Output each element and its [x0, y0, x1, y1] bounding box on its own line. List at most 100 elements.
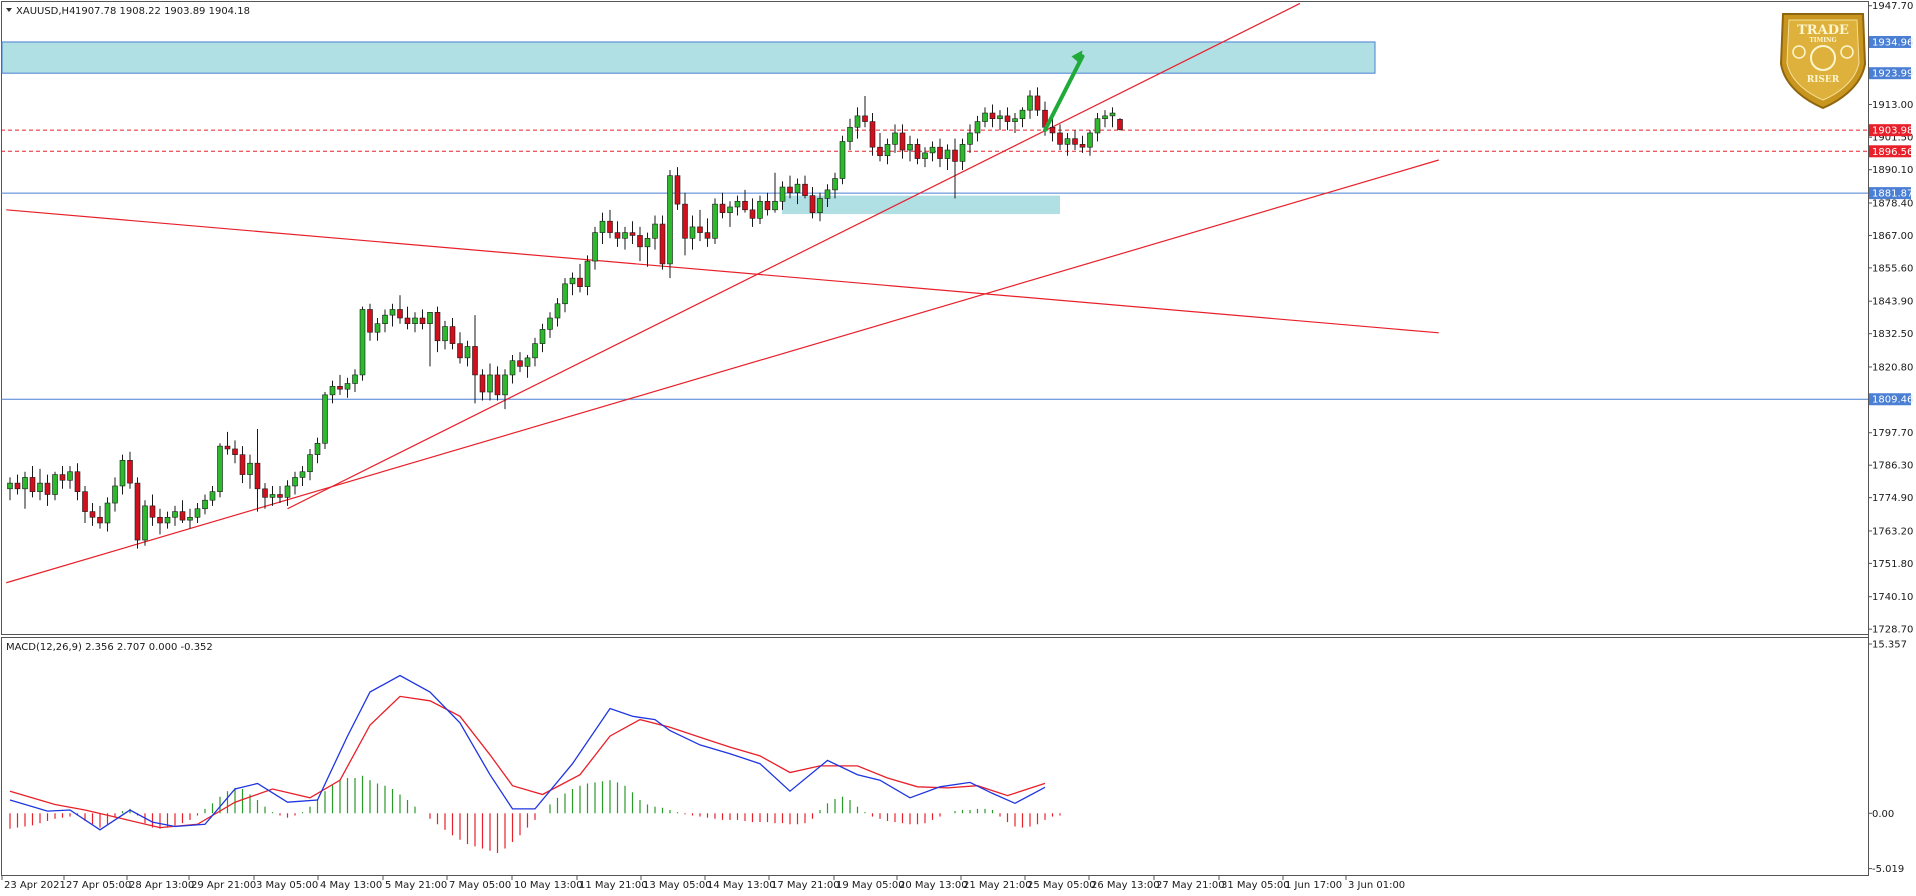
logo-bottom-text: RISER	[1807, 75, 1840, 85]
price-tick-label: 1890.10	[1872, 165, 1913, 176]
candle-bull	[622, 232, 628, 239]
candle-bear	[659, 223, 666, 265]
candle-bear	[157, 516, 163, 524]
candle-bull	[164, 516, 171, 524]
time-tick-label: 21 May 21:00	[963, 880, 1032, 891]
candle-bear	[254, 462, 261, 490]
price-tick-label: 1740.10	[1872, 592, 1913, 603]
candle-bear	[232, 448, 238, 455]
candle-bull	[382, 314, 388, 324]
candle-bull	[37, 482, 43, 492]
candle-bull	[322, 394, 328, 444]
time-tick-label: 27 Apr 05:00	[66, 880, 131, 891]
candle-bear	[397, 309, 403, 319]
candle-bull	[217, 445, 223, 492]
candle-bull	[652, 223, 658, 239]
price-tick-label: 1855.60	[1872, 263, 1913, 274]
level-price-tag: 1896.56	[1872, 147, 1913, 158]
candle-bull	[284, 485, 291, 498]
candle-bear	[517, 360, 523, 367]
candle-bear	[457, 343, 463, 359]
logo-middle-text: TIMING	[1809, 37, 1836, 44]
candle-bear	[277, 494, 283, 498]
candle-bear	[479, 374, 486, 393]
candle-bull	[712, 203, 718, 239]
candle-bear	[1057, 132, 1063, 145]
candle-bull	[194, 508, 201, 518]
candle-bear	[877, 146, 883, 157]
candle-bear	[29, 477, 36, 492]
candle-bear	[224, 445, 231, 450]
time-tick-label: 10 May 13:00	[514, 880, 583, 891]
time-tick-label: 1 Jun 17:00	[1285, 880, 1342, 891]
candle-bear	[914, 144, 921, 159]
candle-bear	[1079, 144, 1086, 148]
candle-bull	[794, 183, 801, 194]
level-price-tag-bg	[1869, 393, 1911, 406]
candle-bull	[1027, 95, 1033, 111]
candle-bull	[1109, 112, 1116, 117]
candle-bull	[997, 115, 1003, 120]
candle-bull	[412, 317, 418, 324]
price-tick-label: 1763.20	[1872, 526, 1913, 537]
candle-bear	[869, 121, 876, 148]
macd-tick-label: -5.019	[1872, 864, 1904, 875]
candle-bull	[734, 200, 741, 208]
candle-bull	[839, 141, 846, 179]
candle-bull	[974, 121, 981, 134]
candle-bear	[697, 226, 703, 233]
candle-bull	[389, 309, 396, 316]
price-tick-label: 1774.90	[1872, 493, 1913, 504]
candle-bear	[607, 220, 613, 233]
horizontal-levels	[1, 129, 1868, 400]
candle-bull	[269, 494, 276, 498]
candle-bull	[1102, 115, 1108, 120]
candle-bull	[464, 346, 471, 359]
candle-bear	[367, 309, 373, 333]
candle-bull	[314, 442, 321, 455]
time-tick-label: 11 May 21:00	[579, 880, 648, 891]
candle-bull	[929, 146, 936, 154]
level-price-tag: 1809.46	[1872, 395, 1913, 406]
candle-bear	[179, 511, 186, 521]
candle-bull	[524, 357, 531, 367]
candle-bear	[629, 232, 636, 236]
candle-bull	[104, 502, 111, 524]
candle-bear	[899, 132, 906, 151]
zone-price-tag: 1923.99	[1872, 69, 1913, 80]
price-tick-label: 1867.00	[1872, 231, 1913, 242]
candle-bull	[352, 374, 358, 384]
macd-title: MACD(12,26,9) 2.356 2.707 0.000 -0.352	[6, 642, 213, 653]
candle-bull	[509, 360, 516, 376]
time-tick-label: 29 Apr 21:00	[191, 880, 256, 891]
candle-bull	[772, 200, 778, 211]
candle-bear	[434, 312, 441, 342]
macd-layer: 15.357 0.00 -5.019	[9, 639, 1907, 875]
candle-bull	[847, 126, 853, 142]
candle-bear	[134, 482, 141, 541]
candle-bear	[937, 146, 943, 159]
price-tick-label: 1728.70	[1872, 625, 1913, 636]
candle-bull	[1012, 118, 1018, 122]
candle-bull	[592, 232, 598, 262]
candle-bull	[247, 462, 253, 475]
candle-bear	[149, 505, 156, 518]
triangle-down-icon[interactable]	[6, 8, 12, 12]
candle-bear	[44, 482, 51, 495]
candle-bull	[374, 323, 381, 333]
candle-bear	[59, 474, 66, 481]
candle-bear	[764, 200, 771, 211]
macd-tick-label: 0.00	[1872, 809, 1894, 820]
candle-bear	[449, 326, 456, 344]
candle-bear	[704, 232, 711, 239]
candle-bull	[892, 132, 898, 145]
projection-arrow	[1043, 50, 1085, 133]
candle-bear	[1004, 115, 1011, 122]
candle-bear	[127, 460, 133, 484]
candle-bear	[989, 112, 996, 120]
arrow-shaft	[1043, 54, 1085, 133]
price-tick-label: 1901.50	[1872, 133, 1913, 144]
chart-title: XAUUSD,H4	[16, 6, 75, 17]
